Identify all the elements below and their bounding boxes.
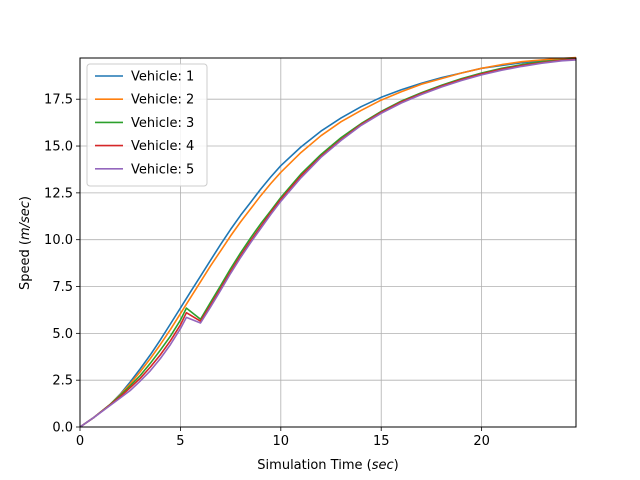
legend-label: Vehicle: 1 (131, 70, 194, 85)
y-axis-ticks: 0.0 2.5 5.0 7.5 10.0 12.5 15.0 17.5 (44, 93, 80, 436)
plot-frame (79, 57, 577, 428)
series-line-vehicle-3 (79, 58, 577, 428)
series-lines (79, 56, 577, 428)
series-line-vehicle-2 (79, 56, 577, 428)
y-tick-label: 7.5 (52, 280, 73, 295)
y-tick-label: 5.0 (52, 327, 73, 342)
x-axis-ticks: 0 5 10 15 20 (76, 427, 490, 449)
x-tick-label: 10 (273, 434, 290, 449)
series-line-vehicle-5 (79, 59, 577, 428)
y-tick-label: 0.0 (52, 421, 73, 436)
x-tick-label: 5 (176, 434, 184, 449)
y-tick-label: 12.5 (44, 186, 73, 201)
legend-label: Vehicle: 3 (131, 116, 194, 131)
legend-box (86, 63, 208, 187)
x-tick-label: 15 (373, 434, 390, 449)
y-tick-label: 15.0 (44, 140, 73, 155)
x-tick-label: 20 (473, 434, 490, 449)
y-tick-label: 2.5 (52, 374, 73, 389)
legend-label: Vehicle: 2 (131, 93, 194, 108)
x-tick-label: 0 (76, 434, 84, 449)
legend-label: Vehicle: 5 (131, 162, 194, 177)
x-axis-label: Simulation Time (sec) (257, 458, 398, 473)
legend-label: Vehicle: 4 (131, 139, 194, 154)
y-tick-label: 10.0 (44, 233, 73, 248)
y-tick-label: 17.5 (44, 93, 73, 108)
y-axis-label: Speed (m/sec) (18, 196, 33, 290)
series-line-vehicle-4 (79, 58, 577, 428)
legend: Vehicle: 1 Vehicle: 2 Vehicle: 3 Vehicle: 4… (86, 63, 208, 187)
